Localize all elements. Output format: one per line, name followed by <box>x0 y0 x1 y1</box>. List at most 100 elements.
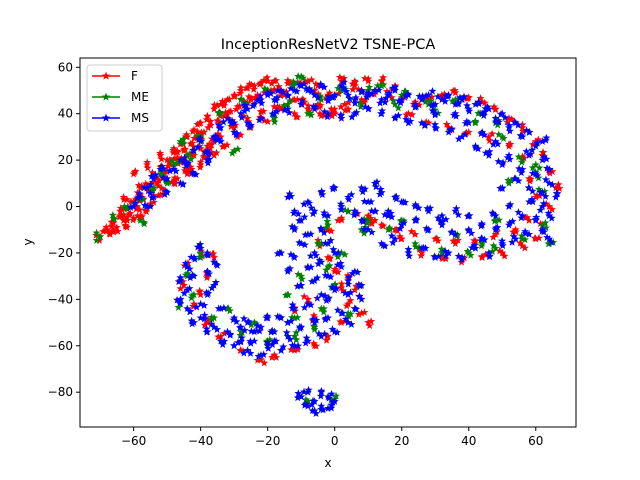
data-point <box>444 248 453 257</box>
data-point-fill <box>470 118 479 126</box>
data-point-fill <box>220 329 229 337</box>
data-point <box>303 299 312 308</box>
data-point-fill <box>288 313 296 321</box>
legend: F ME MS <box>86 64 163 132</box>
data-point-fill <box>200 311 209 319</box>
data-point-fill <box>399 218 408 227</box>
x-tick-label: −60 <box>121 434 146 448</box>
data-point <box>250 327 259 336</box>
data-point-fill <box>528 145 537 154</box>
data-point <box>531 137 540 145</box>
data-point-fill <box>253 356 262 364</box>
data-point <box>303 104 312 113</box>
data-point-fill <box>312 341 321 350</box>
data-point-fill <box>294 341 303 350</box>
data-point-fill <box>268 326 277 335</box>
data-point-fill <box>196 240 205 248</box>
data-point-fill <box>189 146 198 154</box>
data-point-fill <box>218 340 227 348</box>
data-point <box>303 401 312 410</box>
data-point-fill <box>358 187 367 196</box>
data-point-fill <box>533 171 542 180</box>
data-point-fill <box>181 259 190 267</box>
data-point-fill <box>294 72 303 80</box>
data-point-fill <box>481 148 490 157</box>
data-point-fill <box>407 227 416 235</box>
data-point-fill <box>186 273 195 282</box>
data-point-fill <box>470 236 479 245</box>
data-point-fill <box>333 260 342 269</box>
data-point-fill <box>170 154 179 163</box>
data-point-fill <box>426 96 435 105</box>
data-point <box>303 336 312 345</box>
data-point-fill <box>401 87 410 95</box>
data-point-fill <box>319 307 328 316</box>
data-point <box>163 155 172 164</box>
data-point-fill <box>271 337 280 345</box>
data-point-fill <box>288 300 297 309</box>
data-point-fill <box>166 166 175 175</box>
data-point-fill <box>531 233 540 242</box>
data-point-fill <box>142 207 151 216</box>
data-point-fill <box>483 102 492 111</box>
data-point-fill <box>314 89 323 98</box>
data-point-fill <box>247 121 256 129</box>
data-point-fill <box>450 86 459 94</box>
data-point-fill <box>263 338 272 346</box>
data-point-fill <box>517 213 526 222</box>
data-point-fill <box>495 246 504 255</box>
data-point-fill <box>321 239 330 247</box>
data-point-fill <box>246 93 255 102</box>
data-point-fill <box>311 79 320 88</box>
data-point-fill <box>477 234 486 242</box>
data-point-fill <box>297 100 306 108</box>
data-point-fill <box>143 163 152 172</box>
data-point-fill <box>320 107 329 116</box>
data-point <box>290 346 299 354</box>
data-point-fill <box>352 305 361 313</box>
data-point-fill <box>171 167 180 175</box>
data-point-fill <box>204 289 213 297</box>
data-point-fill <box>327 109 336 118</box>
data-point-fill <box>341 106 350 114</box>
data-point-fill <box>548 167 557 175</box>
data-point-fill <box>314 236 323 244</box>
data-point-fill <box>466 251 475 259</box>
data-point <box>243 104 252 113</box>
data-point-fill <box>251 319 260 328</box>
data-point <box>290 313 299 322</box>
data-point-fill <box>335 73 344 81</box>
data-point-fill <box>328 325 337 333</box>
data-point-fill <box>294 209 303 218</box>
data-point-fill <box>462 117 471 126</box>
data-point-fill <box>336 199 345 208</box>
data-point-fill <box>240 101 249 110</box>
data-point-fill <box>313 294 322 302</box>
data-point-fill <box>289 208 298 217</box>
data-point-fill <box>186 307 195 316</box>
data-point-fill <box>368 89 377 98</box>
data-point-fill <box>190 134 199 142</box>
data-point-fill <box>360 225 369 233</box>
data-point <box>364 318 373 326</box>
data-point-fill <box>364 104 373 112</box>
data-point-fill <box>189 142 198 151</box>
data-point-fill <box>422 117 431 126</box>
data-point-fill <box>298 95 307 103</box>
data-point-fill <box>535 163 544 172</box>
data-point-fill <box>477 129 486 138</box>
data-point-fill <box>247 320 256 329</box>
data-point-fill <box>381 98 390 106</box>
data-point-fill <box>396 216 405 225</box>
data-point-fill <box>220 337 229 345</box>
data-point <box>364 225 373 234</box>
data-point-fill <box>336 102 345 111</box>
data-point-fill <box>200 301 209 309</box>
data-point-fill <box>480 98 489 107</box>
data-point-fill <box>309 396 318 405</box>
data-point-fill <box>164 157 173 166</box>
data-point-fill <box>272 353 281 361</box>
data-point-fill <box>519 153 528 162</box>
data-point-fill <box>545 165 554 174</box>
data-point-fill <box>174 277 183 286</box>
